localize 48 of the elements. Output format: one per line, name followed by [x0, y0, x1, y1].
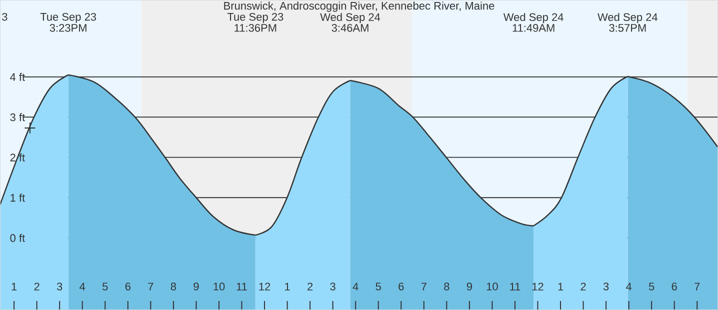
chart-title: Brunswick, Androscoggin River, Kennebec River, Maine [224, 2, 494, 12]
x-tick-label: 7 [148, 282, 154, 290]
annotation: Wed Sep 24 [598, 12, 658, 24]
x-tick-label: 9 [194, 282, 199, 290]
x-tick-label: 7 [694, 282, 700, 290]
x-tick-label: 2 [580, 282, 586, 290]
x-tick-label: 1 [558, 282, 564, 290]
x-tick-label: 4 [80, 282, 86, 290]
x-tick-label: 5 [102, 282, 108, 290]
annotation: Tue Sep 23 [40, 12, 96, 23]
annotation: 3:57PM [609, 24, 646, 32]
x-tick-label: 5 [648, 282, 654, 290]
annotation: Wed Sep 24 [320, 12, 380, 24]
x-tick-label: 11 [236, 282, 247, 290]
x-tick-label: 2 [34, 282, 40, 290]
x-tick-label: 10 [486, 282, 498, 290]
x-tick-label: 3 [56, 282, 62, 290]
annotation: Tue Sep 23 [227, 12, 284, 23]
x-tick-label: 3 [330, 282, 336, 290]
x-tick-label: 5 [376, 282, 381, 290]
x-tick-label: 6 [125, 282, 130, 290]
x-tick-label: 7 [421, 282, 426, 290]
x-tick-label: 12 [532, 282, 544, 290]
x-tick-label: 8 [444, 282, 450, 290]
y-tick-label: 3 ft [10, 113, 25, 122]
annotation: 3 [2, 12, 8, 21]
x-tick-label: 6 [672, 282, 677, 290]
annotation: 3:23PM [50, 24, 86, 32]
x-tick-label: 11 [510, 282, 520, 290]
y-tick-label: 4 ft [10, 72, 25, 81]
y-tick-label: 1 ft [10, 194, 25, 202]
x-tick-label: 2 [308, 282, 313, 290]
x-tick-label: 4 [352, 282, 358, 290]
annotation: 11:36PM [234, 24, 276, 32]
y-tick-label: 0 ft [10, 234, 25, 242]
annotation: 3:46AM [332, 24, 368, 32]
x-tick-label: 10 [214, 282, 225, 290]
x-tick-label: 1 [285, 282, 290, 290]
y-tick-label: 2 ft [10, 153, 25, 162]
x-tick-label: 12 [259, 282, 270, 290]
x-tick-label: 8 [170, 282, 176, 290]
x-tick-label: 6 [398, 282, 404, 290]
x-tick-label: 4 [626, 282, 632, 290]
annotation: Wed Sep 24 [503, 12, 564, 24]
annotation: 11:49AM [512, 24, 554, 32]
x-tick-label: 3 [603, 282, 609, 290]
x-tick-label: 9 [466, 282, 472, 290]
x-tick-label: 1 [12, 282, 17, 290]
